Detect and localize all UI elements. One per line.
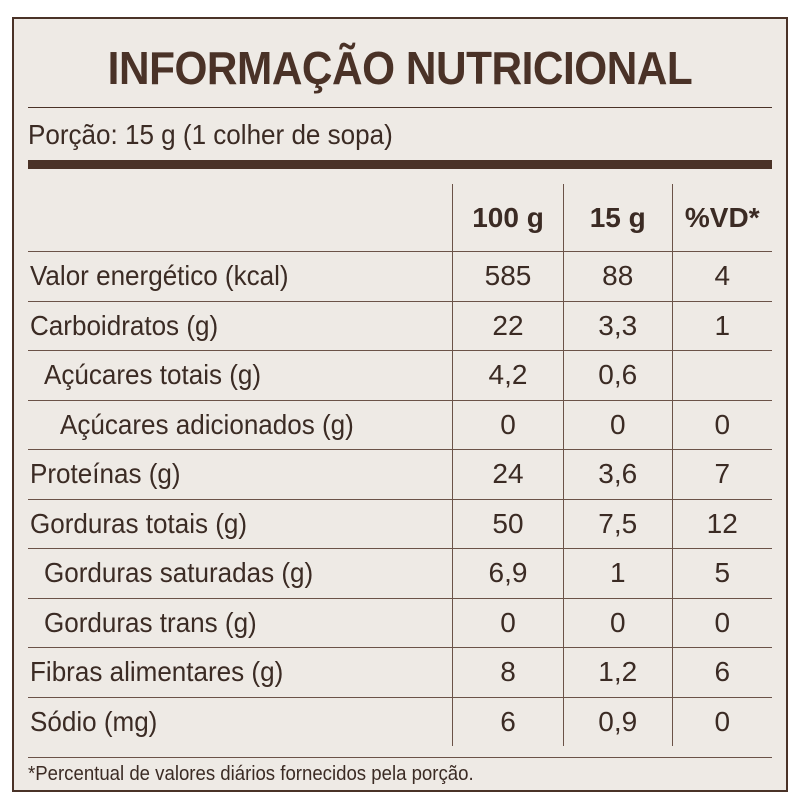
nutrient-label-cell: Açúcares totais (g)	[28, 350, 453, 401]
value-100g: 50	[452, 499, 564, 549]
value-vd: 0	[671, 697, 772, 746]
value-vd: 0	[671, 598, 772, 648]
nutrient-label-cell: Fibras alimentares (g)	[28, 647, 453, 698]
value-100g: 0	[452, 598, 564, 648]
header-vd: %VD*	[671, 184, 772, 252]
nutrient-label-cell: Proteínas (g)	[28, 449, 453, 500]
value-vd: 0	[671, 400, 772, 450]
nutrient-label: Gorduras totais (g)	[30, 507, 248, 539]
footnote: *Percentual de valores diários fornecido…	[28, 763, 474, 785]
table-row: Açúcares adicionados (g) 0 0 0	[28, 400, 772, 450]
value-15g: 3,3	[562, 301, 673, 351]
title-divider	[28, 107, 772, 108]
value-100g: 6,9	[452, 548, 564, 599]
nutrient-label-cell: Valor energético (kcal)	[28, 251, 453, 302]
header-15g: 15 g	[562, 184, 673, 252]
value-vd: 7	[671, 449, 772, 500]
table-row: Carboidratos (g) 22 3,3 1	[28, 301, 772, 351]
value-vd: 1	[671, 301, 772, 351]
nutrient-label: Carboidratos (g)	[30, 309, 219, 341]
value-15g: 0	[562, 598, 673, 648]
portion-size: Porção: 15 g (1 colher de sopa)	[28, 119, 393, 150]
value-100g: 24	[452, 449, 564, 500]
value-100g: 8	[452, 647, 564, 698]
value-15g: 3,6	[562, 449, 673, 500]
table-row: Proteínas (g) 24 3,6 7	[28, 449, 772, 500]
value-15g: 7,5	[562, 499, 673, 549]
value-100g: 6	[452, 697, 564, 746]
value-15g: 1,2	[562, 647, 673, 698]
value-100g: 4,2	[452, 350, 564, 401]
value-vd: 5	[671, 548, 772, 599]
nutrient-label: Açúcares totais (g)	[44, 359, 262, 391]
value-vd: 6	[671, 647, 772, 698]
nutrient-label-cell: Carboidratos (g)	[28, 301, 453, 351]
table-row: Gorduras totais (g) 50 7,5 12	[28, 499, 772, 549]
nutrient-label-cell: Gorduras saturadas (g)	[28, 548, 453, 599]
nutrient-label-cell: Gorduras totais (g)	[28, 499, 453, 549]
nutrient-label: Fibras alimentares (g)	[30, 656, 284, 688]
nutrient-label: Proteínas (g)	[30, 458, 181, 490]
value-100g: 22	[452, 301, 564, 351]
value-100g: 0	[452, 400, 564, 450]
table-row: Açúcares totais (g) 4,2 0,6	[28, 350, 772, 401]
value-15g: 1	[562, 548, 673, 599]
table-row: Gorduras saturadas (g) 6,9 1 5	[28, 548, 772, 599]
thick-divider	[28, 160, 772, 169]
nutrition-facts-panel: INFORMAÇÃO NUTRICIONAL Porção: 15 g (1 c…	[12, 17, 788, 792]
value-vd	[671, 350, 772, 401]
table-row: Fibras alimentares (g) 8 1,2 6	[28, 647, 772, 698]
header-100g: 100 g	[452, 184, 564, 252]
value-15g: 0,9	[562, 697, 673, 746]
table-row: Sódio (mg) 6 0,9 0	[28, 697, 772, 746]
table-row: Valor energético (kcal) 585 88 4	[28, 251, 772, 302]
nutrient-label-cell: Gorduras trans (g)	[28, 598, 453, 648]
value-100g: 585	[452, 251, 564, 302]
table-row: Gorduras trans (g) 0 0 0	[28, 598, 772, 648]
nutrient-label-cell: Açúcares adicionados (g)	[28, 400, 453, 450]
value-15g: 0	[562, 400, 673, 450]
nutrient-label-cell: Sódio (mg)	[28, 697, 453, 746]
nutrient-label: Sódio (mg)	[30, 705, 158, 737]
nutrient-label: Valor energético (kcal)	[30, 260, 289, 292]
value-15g: 0,6	[562, 350, 673, 401]
nutrition-table: 100 g 15 g %VD* Valor energético (kcal) 5…	[28, 184, 772, 746]
value-vd: 12	[671, 499, 772, 549]
value-15g: 88	[562, 251, 673, 302]
value-vd: 4	[671, 251, 772, 302]
nutrient-label: Gorduras trans (g)	[44, 606, 257, 638]
bottom-divider	[28, 757, 772, 758]
nutrient-label: Açúcares adicionados (g)	[60, 408, 354, 440]
header-nutrient	[28, 184, 453, 252]
table-header-row: 100 g 15 g %VD*	[28, 184, 772, 252]
panel-title: INFORMAÇÃO NUTRICIONAL	[107, 42, 693, 94]
nutrient-label: Gorduras saturadas (g)	[44, 557, 314, 589]
